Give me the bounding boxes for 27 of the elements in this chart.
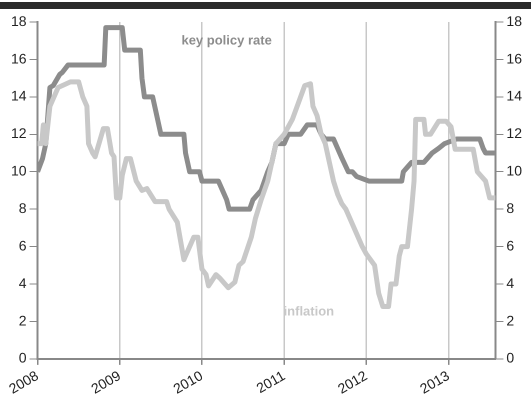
y2-tick-label: 12 [506, 125, 522, 142]
y-tick-label: 6 [18, 237, 27, 254]
y2-tick-label: 8 [506, 200, 514, 216]
x-tick-label: 2009 [88, 367, 124, 397]
y2-tick-label: 2 [506, 312, 514, 328]
y-tick-label: 14 [10, 88, 27, 104]
y2-tick-label: 16 [506, 50, 522, 66]
y-tick-label: 0 [18, 350, 27, 366]
y-tick-label: 12 [10, 125, 27, 142]
y2-tick-label: 6 [506, 237, 514, 254]
text: key policy rate [181, 32, 272, 48]
y2-tick-label: 14 [506, 88, 522, 104]
y-tick-label: 18 [10, 12, 27, 29]
y2-tick-label: 0 [506, 350, 514, 366]
y-tick-label: 16 [10, 50, 27, 66]
y-tick-label: 2 [18, 312, 27, 328]
x-tick-label: 2010 [170, 367, 206, 397]
y2-tick-label: 10 [506, 162, 522, 179]
x-tick-label: 2008 [6, 367, 42, 397]
y-tick-label: 4 [18, 274, 27, 291]
y-tick-label: 10 [10, 162, 27, 179]
x-tick-label: 2013 [417, 367, 452, 397]
x-tick-label: 2011 [254, 367, 288, 396]
y2-tick-label: 18 [506, 12, 522, 29]
y-tick-label: 8 [18, 200, 27, 216]
x-tick-label: 2012 [334, 367, 370, 397]
y2-tick-label: 4 [506, 274, 514, 291]
